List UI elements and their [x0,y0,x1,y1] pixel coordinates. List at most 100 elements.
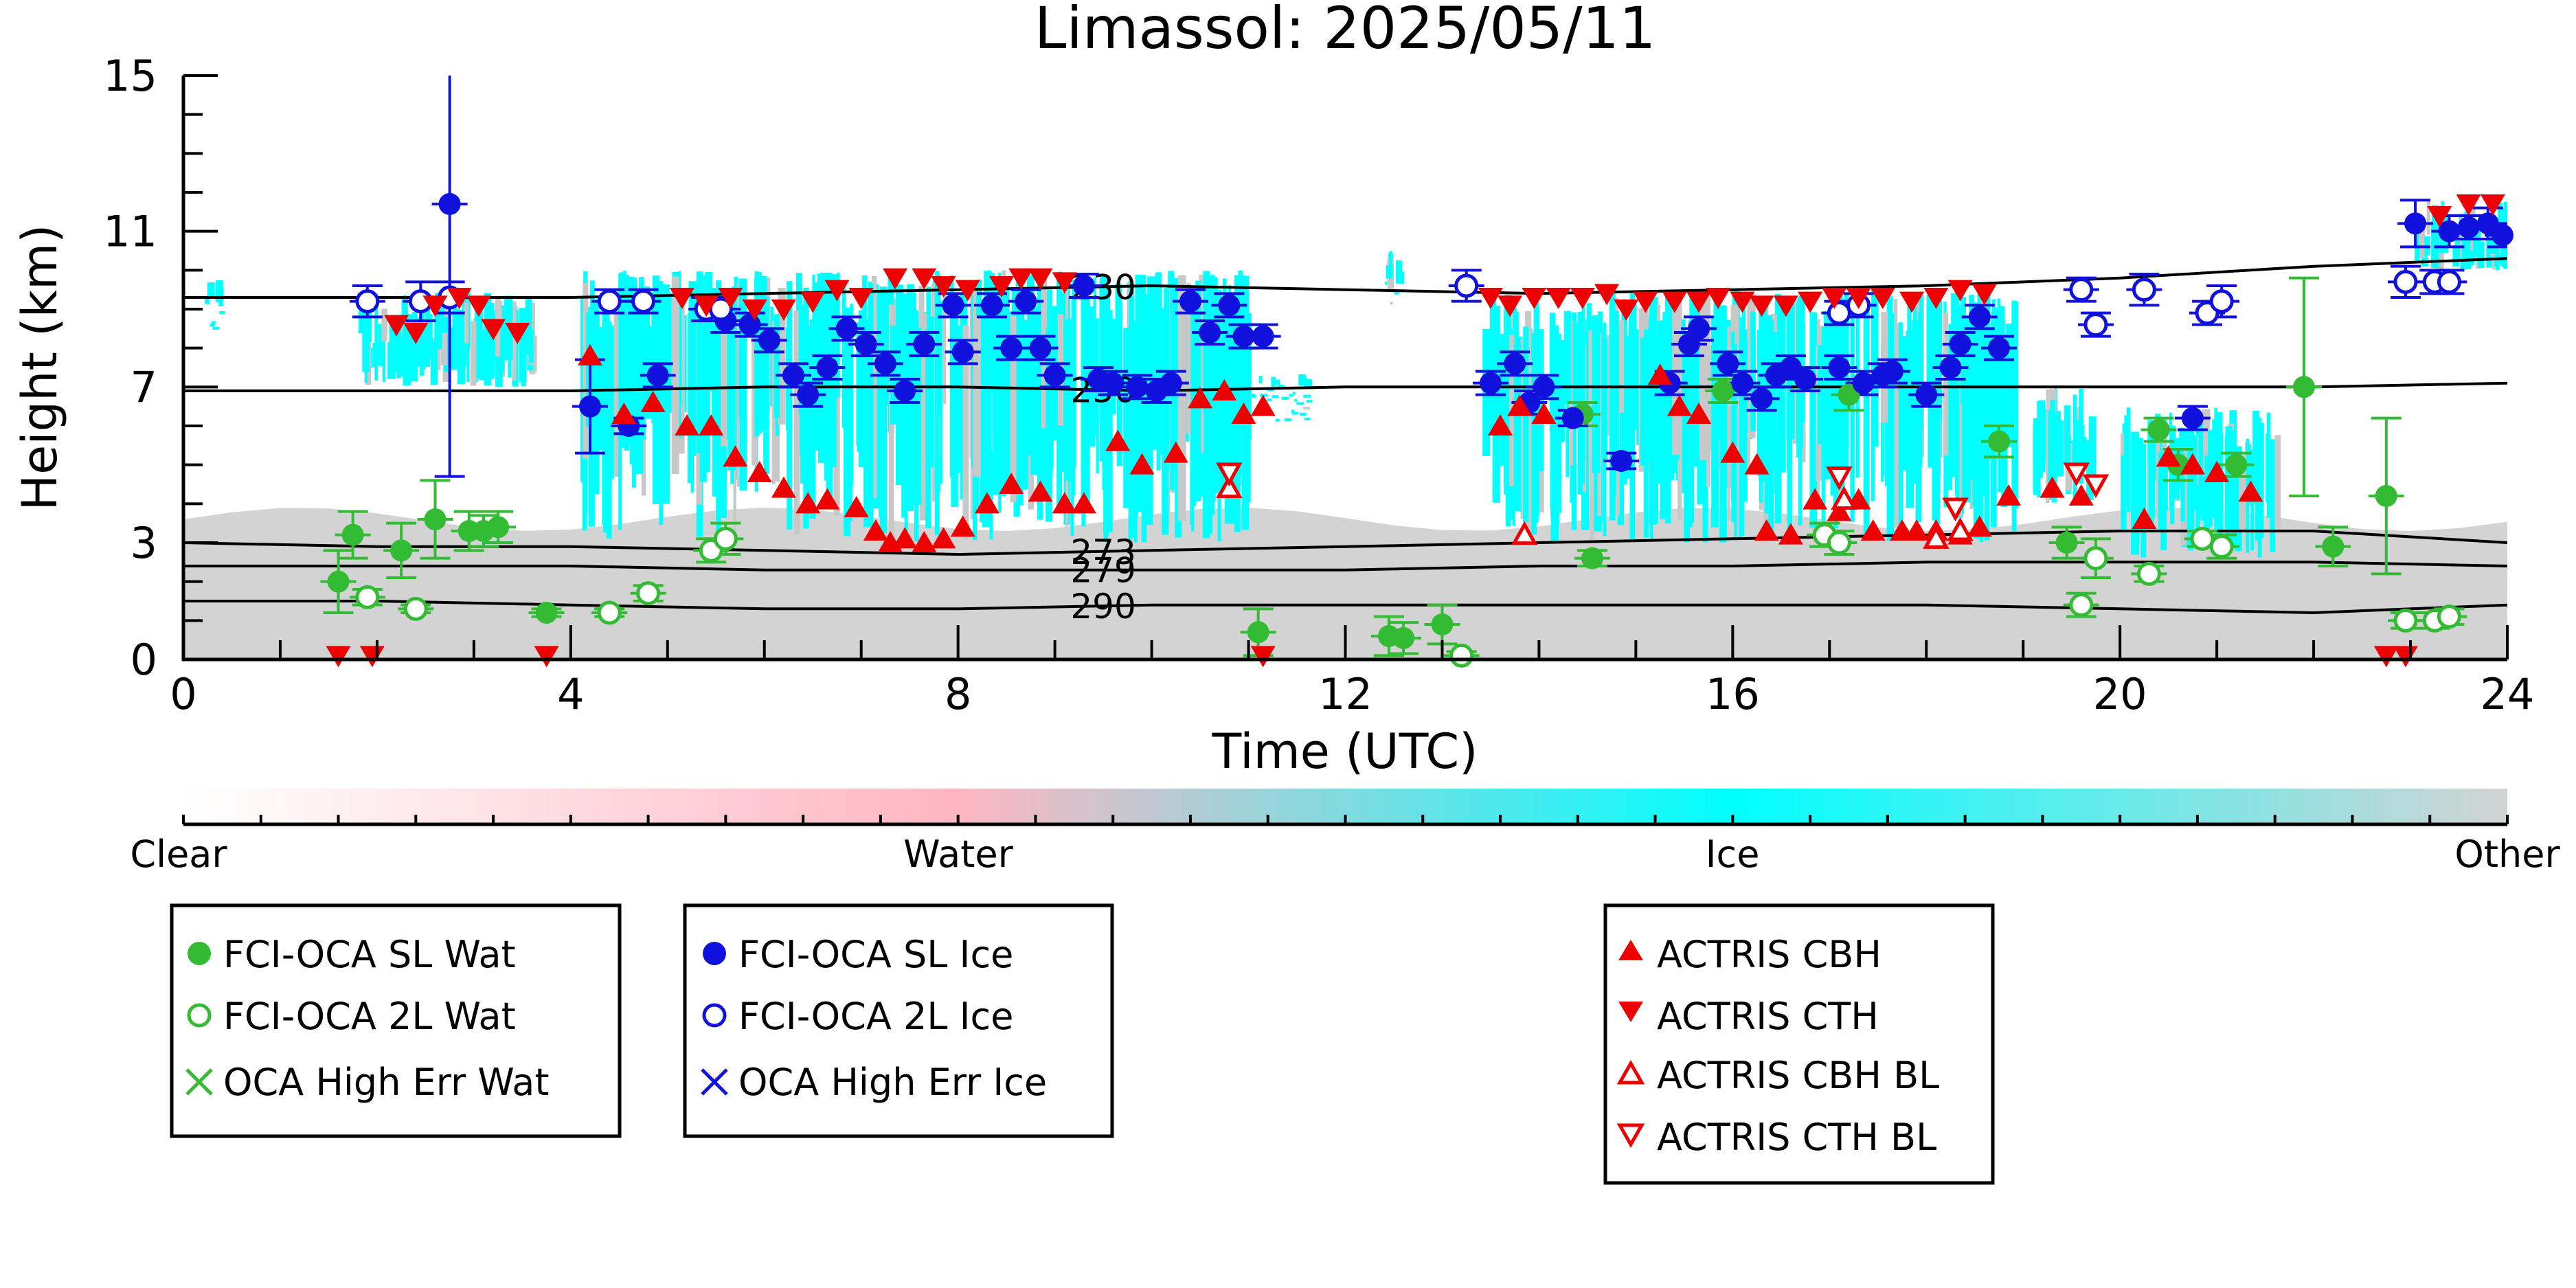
ice-cloud-streak [624,275,629,451]
marker-actris-cth [1008,268,1034,290]
ice-cloud-streak [2270,439,2276,552]
ice-cloud-streak [489,340,495,377]
x-tick-label: 24 [2481,669,2535,719]
ice-cloud-streak [2459,217,2463,258]
ice-cloud-streak [2056,411,2061,450]
marker-fci-oca-sl-wat [2225,453,2248,476]
x-tick-label: 8 [945,669,971,719]
legend-label-cbh: ACTRIS CBH [1657,933,1882,976]
marker-actris-cth [2373,646,2399,668]
marker-fci-oca-sl-wat [535,602,558,624]
marker-actris-cth [534,646,559,668]
marker-fci-oca-sl-ice [1949,333,1971,355]
ice-cloud-streak [754,276,760,437]
marker-fci-oca-sl-ice [782,364,805,387]
colorbar: Clear Water Ice Other [130,789,2560,876]
ice-cloud-streak [1157,273,1161,388]
marker-actris-cth [718,288,743,309]
ice-cloud-streak [440,332,448,365]
ice-cloud-streak [1537,329,1544,471]
marker-actris-cth [1773,295,1798,317]
marker-fci-oca-sl-ice [1794,368,1817,390]
ice-cloud-streak [1123,328,1131,508]
marker-fci-oca-2l-ice [2437,269,2461,294]
ice-cloud-streak [396,315,402,379]
marker-fci-oca-sl-ice [438,193,461,215]
marker-actris-cth [848,288,874,309]
ice-cloud-streak [2132,442,2140,545]
marker-fci-oca-2l-ice [2393,269,2418,294]
ice-cloud-streak [605,328,609,529]
ice-cloud-streak [1234,275,1241,532]
isotherm-273 [183,530,2507,556]
ice-cloud-streak [362,308,370,372]
colorbar-label-clear: Clear [130,833,227,876]
marker-actris-cth [1686,291,1711,313]
ice-cloud-streak [1304,418,1311,420]
legend-label-2l-ice: FCI-OCA 2L Ice [738,995,1013,1038]
ice-cloud-streak [480,329,484,373]
legend-marker-cth-bl [1616,1123,1645,1149]
marker-fci-oca-sl-wat [2055,532,2078,554]
marker-fci-oca-sl-ice [1160,372,1182,394]
ice-cloud-streak [1965,343,1974,480]
marker-fci-oca-sl-wat [1712,380,1735,402]
ice-cloud-streak [2204,455,2213,527]
ice-cloud-streak [1307,400,1313,403]
ice-cloud-streak [2140,444,2147,558]
ice-cloud-streak [2138,438,2143,515]
marker-fci-oca-sl-wat [1987,430,2010,453]
ice-cloud-streak [1298,374,1306,386]
marker-fci-oca-sl-ice [1179,290,1201,313]
marker-actris-cth [1706,288,1731,309]
ice-cloud-streak [907,322,914,512]
ice-cloud-streak [638,286,646,440]
marker-fci-oca-sl-ice [1915,383,1938,406]
legend-label-2l-wat: FCI-OCA 2L Wat [223,995,516,1038]
ice-cloud-streak [863,319,872,528]
marker-fci-oca-sl-wat [1247,621,1269,644]
marker-actris-cbh [1996,484,2022,506]
marker-actris-cth [1947,280,1973,302]
ice-cloud-streak [2121,455,2127,530]
ice-cloud-streak [2051,427,2057,503]
marker-fci-oca-2l-ice [2209,289,2234,314]
x-tick-label: 12 [1318,669,1372,719]
marker-fci-oca-sl-ice [913,333,936,355]
legend-label-cth-bl: ACTRIS CTH BL [1657,1116,1936,1159]
ice-cloud-streak [2184,455,2189,519]
ice-cloud-streak [1299,412,1307,416]
ice-cloud-streak [504,298,508,344]
ice-cloud-streak [470,321,477,386]
ice-cloud-streak [1292,392,1296,395]
ice-cloud-streak [973,317,981,477]
marker-actris-cbh [815,488,840,510]
marker-actris-cth [800,291,826,313]
marker-actris-cth [2480,194,2505,216]
ice-cloud-streak [1902,339,1907,462]
ice-cloud-streak [2046,389,2049,487]
ice-cloud-streak [2037,400,2041,498]
ice-cloud-streak [372,343,376,368]
ice-cloud-streak [1888,313,1895,519]
ice-cloud-streak [919,313,927,521]
ice-cloud-streak [1224,316,1232,524]
marker-actris-cbh [1105,429,1131,451]
ice-cloud-streak [1013,324,1020,517]
ice-cloud-streak [425,295,431,367]
legend-water-box: FCI-OCA SL Wat FCI-OCA 2L Wat OCA High E… [170,903,622,1138]
marker-actris-cbh [2180,453,2205,475]
ice-cloud-streak [2170,462,2175,525]
ice-cloud-streak [609,325,614,479]
x-axis-label: Time (UTC) [1212,723,1478,780]
marker-actris-cth [1798,291,1823,313]
legend-marker-higherr-wat [185,1068,213,1096]
ice-cloud-streak [688,313,692,484]
marker-fci-oca-sl-ice [1717,352,1739,375]
ice-cloud-streak [1504,295,1511,495]
ice-cloud-streak [2088,416,2097,478]
ice-cloud-streak [2195,436,2201,486]
marker-actris-cbh-bl [1923,525,1950,549]
ice-cloud-streak [1898,322,1903,539]
ice-cloud-streak [2253,441,2257,504]
